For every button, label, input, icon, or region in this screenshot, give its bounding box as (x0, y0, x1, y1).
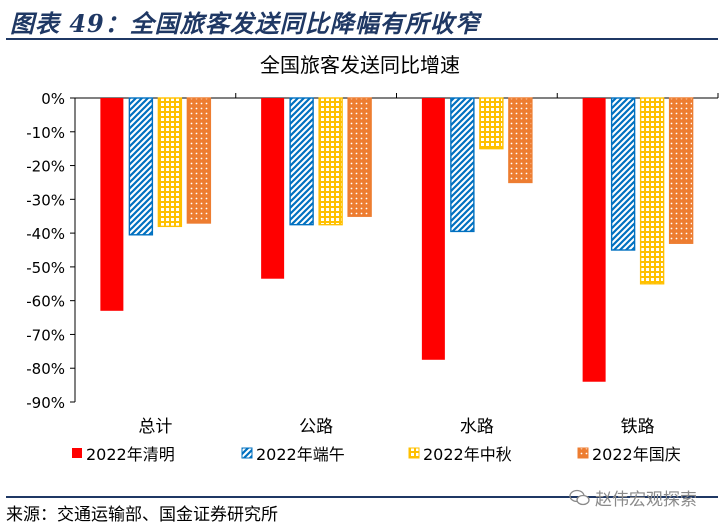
x-category-label: 水路 (460, 417, 494, 437)
bar (289, 97, 314, 226)
bar (639, 97, 665, 285)
bar (421, 98, 445, 360)
legend-swatch (72, 448, 82, 458)
header-rule (6, 38, 718, 40)
wechat-icon (569, 489, 590, 505)
y-tick-label: 0% (41, 90, 65, 108)
legend-swatch (241, 447, 253, 459)
chart-legend: 2022年清明 2022年端午 2022年中秋 2022年国庆 (72, 445, 681, 464)
legend-label: 2022年清明 (86, 445, 175, 464)
bar (508, 97, 533, 184)
footer-rule (6, 496, 718, 498)
legend-label: 2022年国庆 (592, 445, 681, 464)
chart-title: 全国旅客发送同比增速 (260, 53, 460, 77)
bar (347, 97, 372, 217)
legend-item: 2022年国庆 (577, 445, 681, 464)
legend-item: 2022年中秋 (408, 445, 512, 464)
bar (582, 98, 606, 382)
bar (450, 97, 475, 233)
figure-header: 图表 49：全国旅客发送同比降幅有所收窄 (0, 0, 721, 42)
legend-label: 2022年中秋 (423, 445, 512, 464)
bar (479, 97, 504, 150)
y-tick-label: -30% (26, 191, 65, 209)
legend-swatch (408, 447, 420, 459)
bar (128, 97, 154, 236)
bar (318, 97, 343, 226)
y-tick-label: -50% (26, 259, 65, 277)
bar (668, 97, 694, 244)
legend-swatch (577, 447, 589, 459)
y-tick-label: -80% (26, 360, 65, 378)
y-tick-label: -90% (26, 394, 65, 412)
bar (261, 98, 285, 279)
y-tick-label: -60% (26, 293, 65, 311)
source-note: 来源：交通运输部、国金证券研究所 (6, 505, 278, 525)
y-tick-label: -20% (26, 158, 65, 176)
bar (157, 97, 183, 228)
x-category-label: 总计 (138, 417, 172, 437)
y-tick-label: -40% (26, 225, 65, 243)
chart-axes: 0% -10% -20% -30% -40% -50% -60% -70% -80% -90% (26, 90, 719, 412)
bar (100, 98, 124, 311)
bar (186, 97, 212, 224)
watermark-text: 赵伟宏观探索 (595, 490, 697, 510)
x-category-label: 公路 (299, 417, 333, 437)
y-tick-label: -70% (26, 326, 65, 344)
figure-title: 图表 49：全国旅客发送同比降幅有所收窄 (10, 9, 480, 38)
watermark: 赵伟宏观探索 (569, 485, 697, 510)
bar (610, 97, 636, 251)
y-tick-label: -10% (26, 124, 65, 142)
x-category-label: 铁路 (621, 417, 655, 437)
legend-item: 2022年端午 (241, 445, 345, 464)
legend-label: 2022年端午 (256, 445, 345, 464)
chart-category-labels: 总计 公路 水路 铁路 (138, 417, 654, 437)
chart-bars (100, 97, 694, 382)
bar-chart: 全国旅客发送同比增速 0% -10% -20% -30% -40% -50% -60% -70… (26, 53, 719, 464)
legend-item: 2022年清明 (72, 445, 175, 464)
